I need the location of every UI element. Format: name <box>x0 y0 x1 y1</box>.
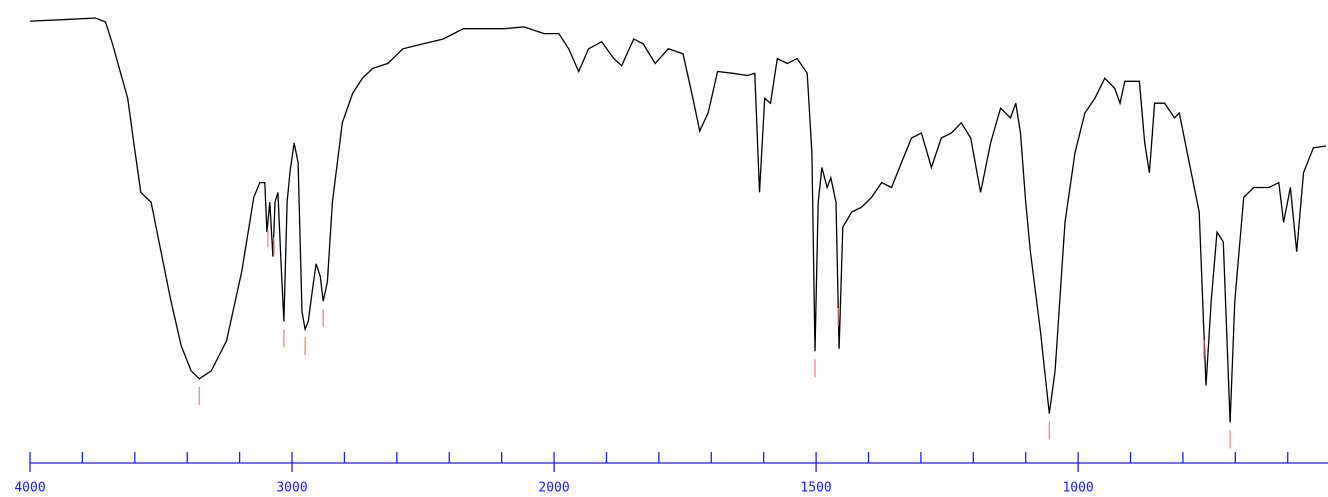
x-tick-label: 4000 <box>14 481 45 496</box>
x-tick-label: 2000 <box>538 481 569 496</box>
x-tick-label: 1500 <box>800 481 831 496</box>
spectrum-line <box>29 17 1327 423</box>
x-tick-label: 3000 <box>276 481 307 496</box>
x-tick-label: 1000 <box>1062 481 1093 496</box>
